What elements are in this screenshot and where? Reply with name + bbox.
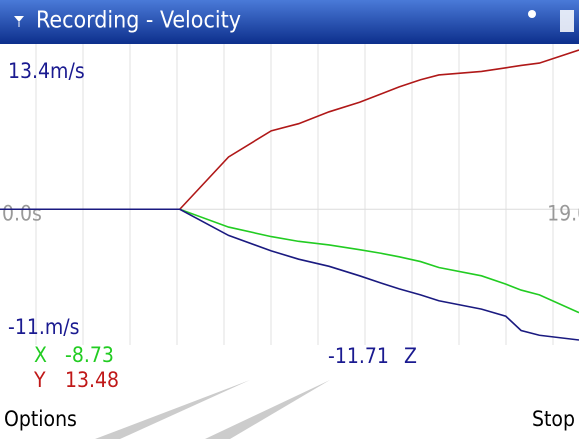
readout-z-value: -11.71 — [328, 344, 389, 368]
readout-x-value: -8.73 — [65, 343, 114, 367]
readout-y-value: 13.48 — [65, 368, 119, 392]
readout-z-label: Z — [404, 344, 417, 368]
screen-title: Recording - Velocity — [36, 8, 241, 34]
softkey-stop[interactable]: Stop — [532, 407, 575, 431]
readout-x-label: X — [34, 343, 47, 367]
series-line — [0, 208, 579, 314]
title-bar — [0, 0, 579, 44]
plot-area: 13.4m/s -11.m/s 0.0s 19.0s — [0, 44, 579, 345]
y-tick-label: 13.4m/s — [8, 59, 85, 83]
softkey-options[interactable]: Options — [4, 407, 77, 431]
battery-icon — [560, 10, 574, 32]
decor-stroke — [205, 380, 330, 439]
series-line — [0, 208, 579, 341]
signal-icon — [14, 16, 24, 27]
series-line — [0, 49, 579, 211]
x-tick-label: 0.0s — [2, 201, 42, 225]
decor-stroke — [95, 380, 250, 439]
bluetooth-icon — [528, 10, 536, 18]
y-tick-label: -11.m/s — [8, 315, 79, 339]
readout-y-label: Y — [33, 368, 46, 392]
x-tick-label: 19.0s — [547, 201, 579, 225]
